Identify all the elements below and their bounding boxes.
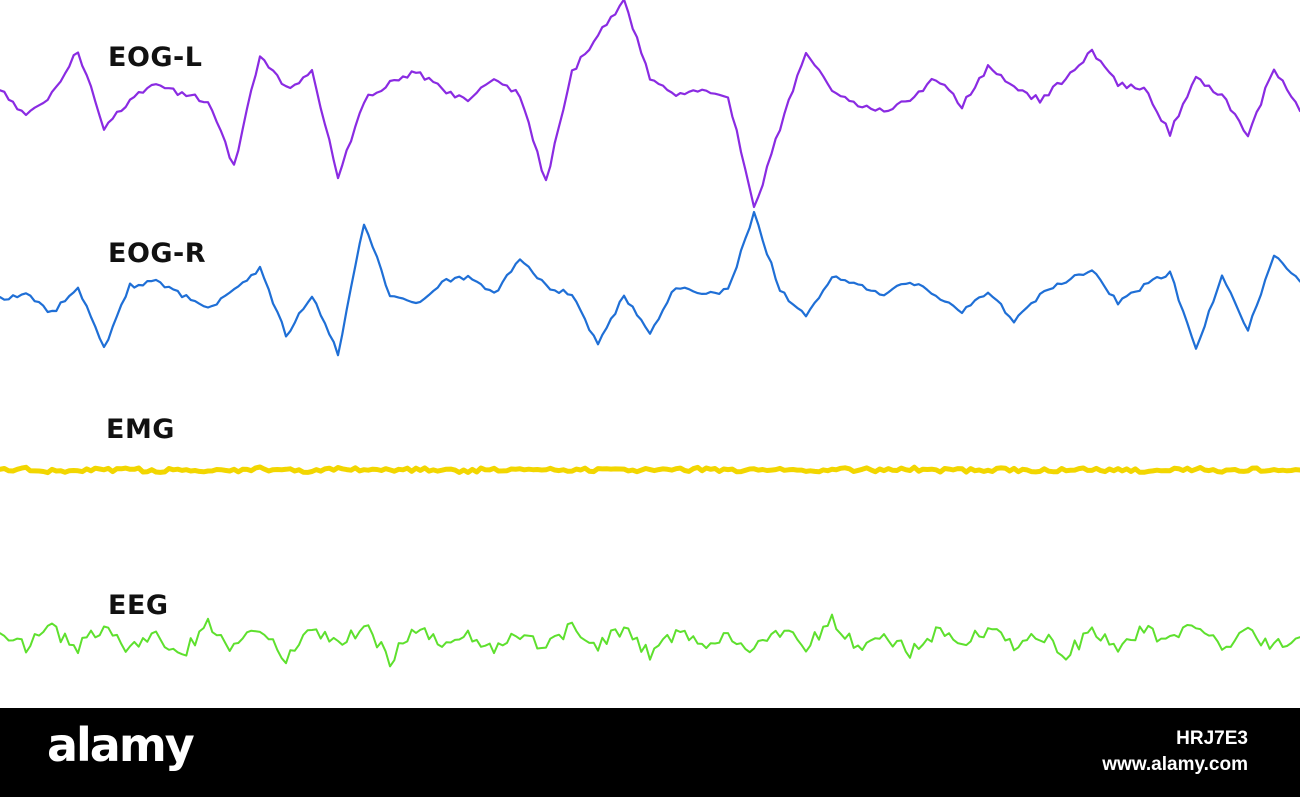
- trace-line: [0, 464, 1300, 476]
- channel-emg: EMG: [0, 414, 1300, 476]
- image-id-text: HRJ7E3: [1176, 728, 1248, 749]
- watermark-footer-bar: alamy HRJ7E3 www.alamy.com: [0, 708, 1300, 797]
- channel-label: EEG: [108, 590, 169, 621]
- channel-eog-r: EOG-R: [0, 210, 1300, 357]
- polysomnography-traces: EOG-L EOG-R EMG EEG: [0, 0, 1300, 668]
- channel-label: EOG-R: [108, 238, 206, 269]
- channel-label: EOG-L: [108, 42, 202, 73]
- channel-label: EMG: [106, 414, 175, 445]
- channel-eeg: EEG: [0, 590, 1300, 668]
- site-url-text: www.alamy.com: [1102, 754, 1248, 775]
- alamy-logo: alamy: [47, 718, 195, 772]
- channel-eog-l: EOG-L: [0, 0, 1300, 209]
- trace-line: [0, 613, 1300, 668]
- trace-line: [0, 210, 1300, 357]
- trace-line: [0, 0, 1300, 209]
